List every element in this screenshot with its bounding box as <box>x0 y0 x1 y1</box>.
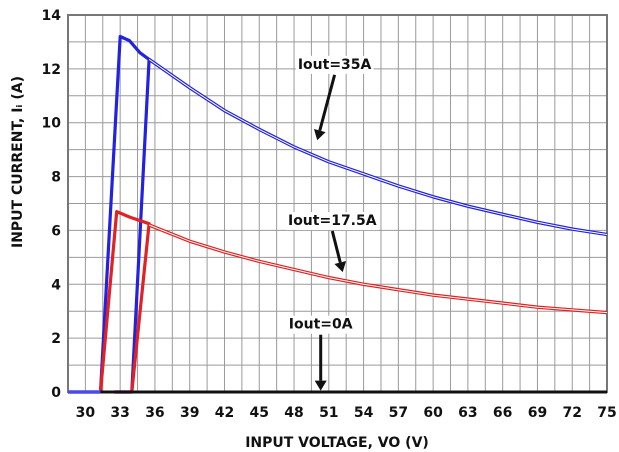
x-tick-label: 42 <box>215 405 234 421</box>
y-tick-label: 6 <box>51 223 61 239</box>
y-tick-label: 2 <box>51 331 61 347</box>
y-tick-label: 12 <box>42 62 61 78</box>
x-tick-label: 54 <box>354 405 374 421</box>
x-axis-title: INPUT VOLTAGE, VO (V) <box>245 435 429 451</box>
y-tick-labels: 0 2 4 6 8 10 12 14 <box>42 8 62 401</box>
series-curve-inner <box>148 224 608 314</box>
annotation-0: Iout=35A <box>295 55 374 141</box>
x-tick-label: 69 <box>528 405 547 421</box>
x-tick-label: 72 <box>562 405 581 421</box>
x-tick-labels: 30 33 36 39 42 45 48 51 54 57 60 63 66 69 72 75 <box>76 405 617 421</box>
y-tick-label: 4 <box>51 277 61 293</box>
x-tick-label: 33 <box>110 405 129 421</box>
annotation-label-bg <box>286 315 355 334</box>
y-tick-label: 0 <box>51 385 61 401</box>
annotation-label: Iout=35A <box>298 57 372 73</box>
y-tick-label: 8 <box>51 170 61 186</box>
annotation-label: Iout=17.5A <box>288 213 377 229</box>
annotation-arrow <box>318 74 337 131</box>
annotation-1: Iout=17.5A <box>285 212 379 273</box>
annotations: Iout=35A Iout=17.5A Iout=0A <box>285 55 379 391</box>
x-tick-label: 48 <box>284 405 303 421</box>
series-curve-outer <box>148 223 608 315</box>
x-tick-label: 75 <box>597 405 616 421</box>
annotation-label: Iout=0A <box>289 317 353 333</box>
annotation-arrowhead <box>334 260 347 273</box>
x-tick-label: 60 <box>423 405 443 421</box>
annotation-2: Iout=0A <box>286 315 355 391</box>
x-tick-label: 30 <box>76 405 96 421</box>
annotation-arrowhead <box>314 380 327 391</box>
x-tick-label: 45 <box>250 405 269 421</box>
annotation-label-bg <box>295 55 374 74</box>
annotation-arrowhead <box>313 129 326 141</box>
x-tick-label: 57 <box>389 405 408 421</box>
y-tick-label: 10 <box>42 116 62 132</box>
x-tick-label: 63 <box>458 405 477 421</box>
y-tick-label: 14 <box>42 8 62 24</box>
x-tick-label: 66 <box>493 405 512 421</box>
annotation-arrow <box>330 230 342 263</box>
x-tick-label: 36 <box>145 405 164 421</box>
x-tick-label: 51 <box>319 405 338 421</box>
series-curve-inner <box>148 58 608 235</box>
x-tick-label: 39 <box>180 405 199 421</box>
series-curve-outer <box>148 58 608 237</box>
y-axis-title: INPUT CURRENT, Iᵢ (A) <box>10 76 26 248</box>
annotation-label-bg <box>285 212 379 231</box>
